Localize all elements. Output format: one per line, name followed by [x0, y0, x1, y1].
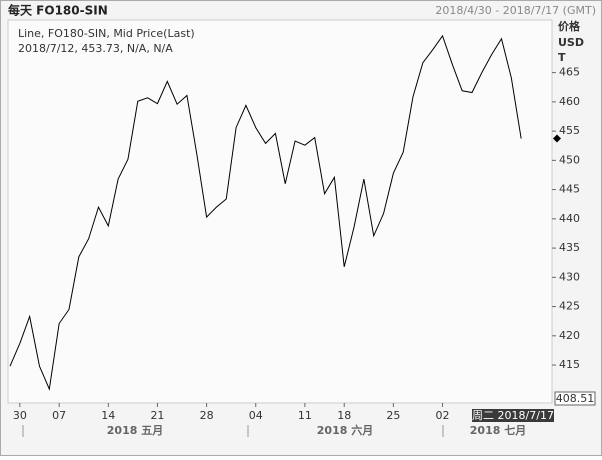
- y-tick-label: 465: [559, 66, 580, 79]
- bottom-value-label: 408.51: [556, 392, 595, 405]
- line: [9, 34, 522, 391]
- x-tick-label: 02: [436, 409, 450, 422]
- y-axis-label: T: [558, 51, 566, 64]
- y-tick-label: 425: [559, 300, 580, 313]
- cursor-box: [472, 409, 554, 422]
- x-tick-label: 04: [249, 409, 263, 422]
- last-value-marker: [553, 134, 561, 143]
- month-label: 2018 五月: [107, 424, 163, 437]
- x-tick-label: 28: [200, 409, 214, 422]
- y-tick-label: 445: [559, 183, 580, 196]
- y-tick-label: 450: [559, 153, 580, 166]
- x-tick-label: 14: [101, 409, 115, 422]
- bottom-value-box: [554, 391, 596, 406]
- x-tick-label: 30: [13, 409, 27, 422]
- y-tick-label: 430: [559, 270, 580, 283]
- y-axis-label: USD: [558, 36, 584, 49]
- x-tick-label: 18: [337, 409, 351, 422]
- date-range: 2018/4/30 - 2018/7/17 (GMT): [435, 4, 596, 17]
- y-tick-label: 455: [559, 124, 580, 137]
- month-label: 2018 六月: [317, 423, 373, 437]
- info-line: 2018/7/12, 453.73, N/A, N/A: [18, 42, 173, 55]
- y-axis-label: 价格: [558, 19, 581, 33]
- y-tick-label: 415: [559, 358, 580, 371]
- x-tick-label: 25: [386, 409, 400, 422]
- month-label: 2018 七月: [470, 423, 526, 437]
- plot-area: [7, 19, 553, 404]
- x-tick-label: 21: [150, 409, 164, 422]
- legend-line: Line, FO180-SIN, Mid Price(Last): [18, 27, 195, 40]
- cursor-label: 周二 2018/7/17: [472, 409, 554, 422]
- y-tick-label: 440: [559, 212, 580, 225]
- x-tick-label: 11: [298, 409, 312, 422]
- y-tick-label: 420: [559, 329, 580, 342]
- x-tick-label: 07: [52, 409, 66, 422]
- chart-title: 每天 FO180-SIN: [8, 3, 108, 18]
- y-tick-label: 435: [559, 241, 580, 254]
- y-tick-label: 460: [559, 95, 580, 108]
